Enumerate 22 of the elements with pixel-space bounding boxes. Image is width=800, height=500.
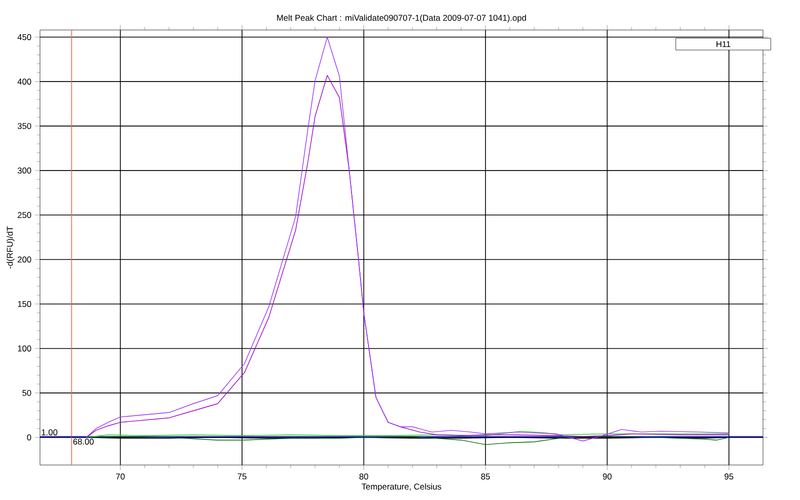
x-tick-label: 70 [116,474,125,480]
ref-line-label: 68.00 [73,438,94,445]
x-tick-label: 95 [724,474,734,480]
ref-line-label: 1.00 [42,429,58,436]
y-tick-label: 350 [18,123,32,130]
x-tick-label: 90 [602,474,612,480]
y-tick-label: 100 [18,345,32,352]
y-tick-label: 250 [18,212,32,218]
y-tick-label: 200 [18,256,32,262]
x-axis-title: Temperature, Celsius [362,483,442,492]
x-tick-label: 75 [238,474,246,480]
y-tick-label: 50 [22,390,32,396]
y-tick-label: 450 [18,34,32,40]
legend-title: H11 [716,41,730,48]
y-tick-label: 300 [18,168,32,174]
y-axis-title: -d(RFU)/dT [6,226,15,269]
x-tick-label: 85 [481,474,490,480]
y-tick-label: 150 [18,300,32,307]
y-tick-label: 400 [18,78,32,85]
chart-title: Melt Peak Chart : miValidate090707-1(Data 2009-07-07 1041).opd [277,14,526,22]
x-tick-label: 80 [359,474,368,480]
y-tick-label: 0 [27,434,32,440]
